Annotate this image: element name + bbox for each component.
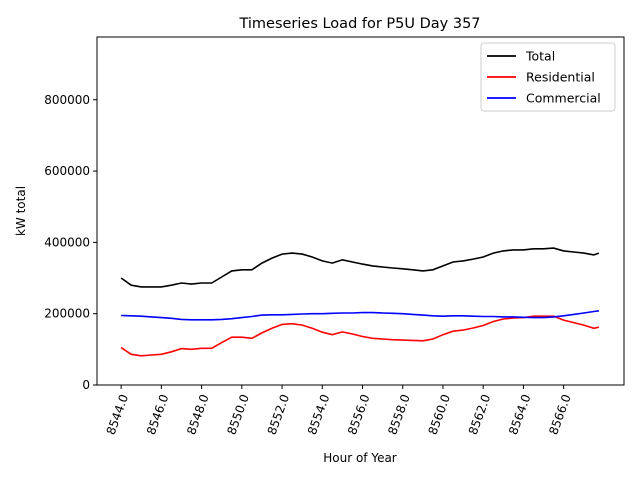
legend-label-total: Total (525, 49, 555, 64)
x-tick-label: 8560.0 (426, 392, 454, 436)
y-tick-label: 800000 (44, 93, 90, 107)
y-axis-label: kW total (14, 186, 28, 236)
series-line-residential (120, 315, 600, 357)
legend-box (480, 42, 616, 112)
x-tick-label: 8544.0 (104, 392, 132, 436)
chart-title: Timeseries Load for P5U Day 357 (238, 16, 480, 32)
x-tick-label: 8550.0 (224, 392, 252, 436)
y-axis: 0 200000 400000 600000 800000 (44, 93, 97, 392)
x-tick-label: 8562.0 (466, 392, 494, 436)
x-tick-label: 8552.0 (265, 392, 293, 436)
y-tick-label: 0 (82, 378, 90, 392)
legend: Total Residential Commercial (480, 42, 616, 112)
plot-frame (96, 36, 625, 386)
x-axis: 8544.0 8546.0 8548.0 8550.0 8552.0 8554.0 8556… (104, 385, 574, 437)
legend-label-commercial: Commercial (526, 91, 601, 106)
x-tick-label: 8548.0 (184, 392, 212, 436)
series-line-commercial (121, 310, 600, 321)
x-tick-label: 8556.0 (345, 392, 373, 436)
y-tick-label: 200000 (44, 307, 90, 321)
x-tick-label: 8564.0 (506, 392, 534, 436)
y-tick-label: 600000 (44, 164, 90, 178)
x-axis-label: Hour of Year (323, 451, 397, 465)
y-tick-label: 400000 (44, 235, 90, 249)
legend-label-residential: Residential (526, 70, 595, 85)
series-layer (120, 247, 600, 357)
x-tick-label: 8566.0 (546, 392, 574, 436)
x-tick-label: 8546.0 (144, 392, 172, 436)
x-tick-label: 8554.0 (305, 392, 333, 436)
x-tick-label: 8558.0 (385, 392, 413, 436)
series-line-total (120, 247, 600, 288)
